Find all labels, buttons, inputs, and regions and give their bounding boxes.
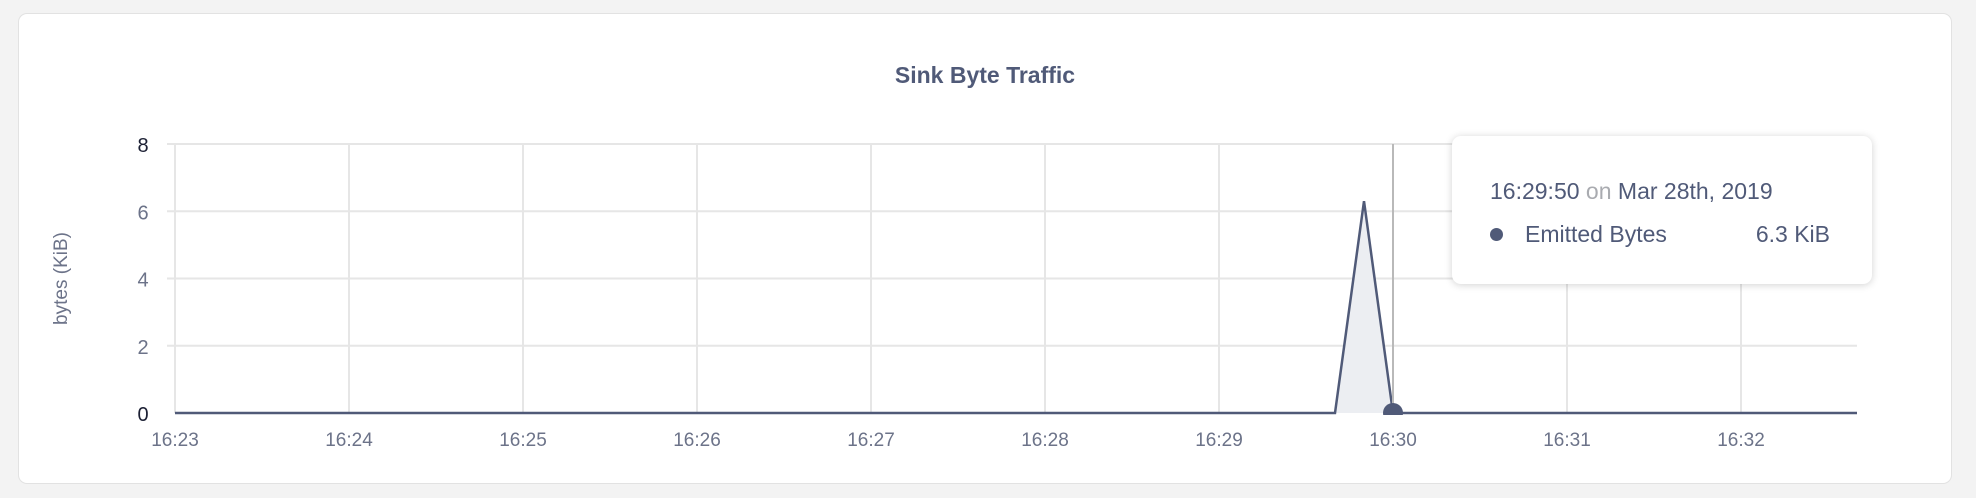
tooltip-series-name: Emitted Bytes [1525, 221, 1667, 247]
x-tick-label: 16:24 [325, 430, 373, 451]
y-tick-label: 0 [137, 404, 148, 426]
series-dot-icon [1490, 228, 1503, 241]
tooltip-date: Mar 28th, 2019 [1617, 178, 1773, 204]
x-tick-label: 16:30 [1369, 430, 1417, 451]
tooltip-time: 16:29:50 [1490, 178, 1580, 204]
tooltip-header: 16:29:50 on Mar 28th, 2019 [1490, 178, 1872, 205]
x-tick-label: 16:27 [847, 430, 895, 451]
x-tick-label: 16:29 [1195, 430, 1243, 451]
tooltip-value: 6.3 KiB [1755, 221, 1830, 247]
x-tick-label: 16:26 [673, 430, 721, 451]
series-line [175, 200, 1857, 415]
marker-mask [1379, 415, 1407, 427]
y-tick-label: 4 [137, 270, 148, 292]
chart-title: Sink Byte Traffic [894, 62, 1076, 88]
x-tick-label: 16:25 [499, 430, 547, 451]
y-axis-label: bytes (KiB) [51, 232, 72, 325]
x-tick-label: 16:23 [151, 430, 199, 451]
y-tick-label: 8 [137, 135, 148, 157]
x-tick-label: 16:31 [1543, 430, 1591, 451]
x-tick-label: 16:28 [1021, 430, 1069, 451]
x-tick-label: 16:32 [1717, 430, 1765, 451]
y-tick-label: 2 [137, 337, 148, 359]
tooltip-row: Emitted Bytes 6.3 KiB [1490, 221, 1872, 248]
y-tick-label: 6 [137, 202, 148, 224]
chart-tooltip: 16:29:50 on Mar 28th, 2019 Emitted Bytes… [1452, 136, 1872, 284]
tooltip-on: on [1585, 178, 1612, 204]
